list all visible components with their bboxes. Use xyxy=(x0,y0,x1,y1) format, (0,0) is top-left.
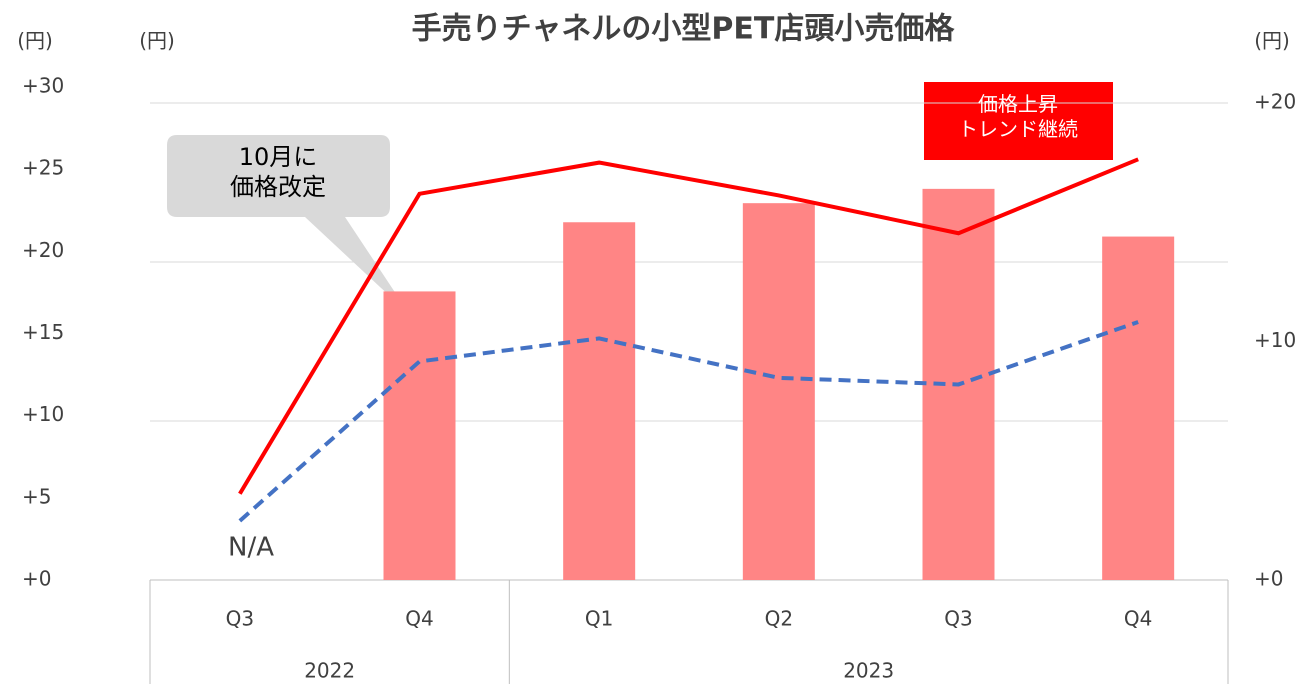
x-tick-label: Q3 xyxy=(226,607,254,631)
bar xyxy=(742,203,815,581)
callout-bubble xyxy=(167,135,410,315)
y-tick-label: +5 xyxy=(22,484,51,508)
y-tick-label: +10 xyxy=(22,402,64,426)
y2-axis-label: (円) xyxy=(1254,29,1290,53)
x-group-label: 2022 xyxy=(304,659,355,683)
y-tick-label: +20 xyxy=(22,238,64,262)
x-tick-label: Q3 xyxy=(944,607,972,631)
bar xyxy=(563,222,636,580)
y-tick-label: +15 xyxy=(22,320,64,344)
y-tick-label: +30 xyxy=(22,74,64,98)
highlight-box xyxy=(924,82,1113,160)
y2-tick-label: +20 xyxy=(1254,90,1296,114)
line xyxy=(238,157,1139,495)
x-tick-label: Q4 xyxy=(405,607,433,631)
bar xyxy=(383,291,456,580)
x-tick-label: Q2 xyxy=(765,607,793,631)
y2-tick-label: +0 xyxy=(1254,567,1283,591)
y3-axis-label: (円) xyxy=(139,29,175,53)
chart-title: 手売りチャネルの小型PET店頭小売価格 xyxy=(412,12,956,47)
x-tick-label: Q1 xyxy=(585,607,613,631)
annotation: 価格上昇トレンド継続 xyxy=(958,92,1078,141)
y-tick-label: +25 xyxy=(22,156,64,180)
y2-tick-label: +10 xyxy=(1254,328,1296,352)
line xyxy=(238,320,1139,523)
annotation: 10月に価格改定 xyxy=(230,143,326,201)
x-group-label: 2023 xyxy=(843,659,894,683)
y-axis-label: (円) xyxy=(17,29,53,53)
x-tick-label: Q4 xyxy=(1124,607,1152,631)
y-tick-label: +0 xyxy=(22,567,51,591)
bar xyxy=(1102,236,1175,580)
annotation: N/A xyxy=(228,533,274,563)
